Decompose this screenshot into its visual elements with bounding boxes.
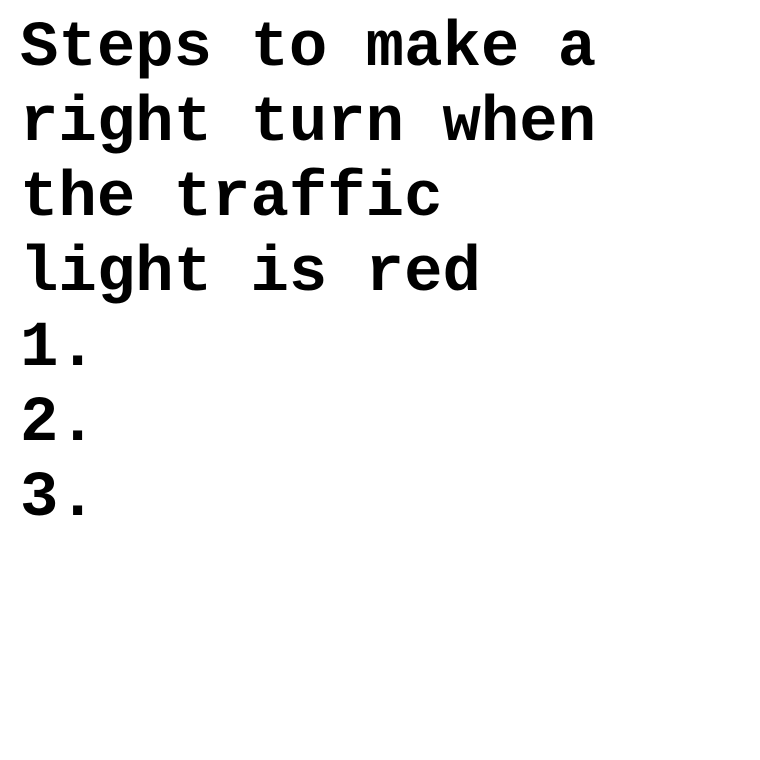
step-item: 3. bbox=[20, 463, 97, 535]
steps-list: 1. 2. 3. bbox=[20, 312, 750, 537]
document-text: Steps to make a right turn when the traf… bbox=[20, 12, 750, 537]
title-line: light is red bbox=[20, 238, 481, 310]
step-item: 1. bbox=[20, 313, 97, 385]
step-item: 2. bbox=[20, 388, 97, 460]
title-line: right turn when bbox=[20, 88, 597, 160]
title-line: Steps to make a bbox=[20, 13, 597, 85]
title-line: the traffic bbox=[20, 163, 443, 235]
instruction-title: Steps to make a right turn when the traf… bbox=[20, 12, 750, 312]
